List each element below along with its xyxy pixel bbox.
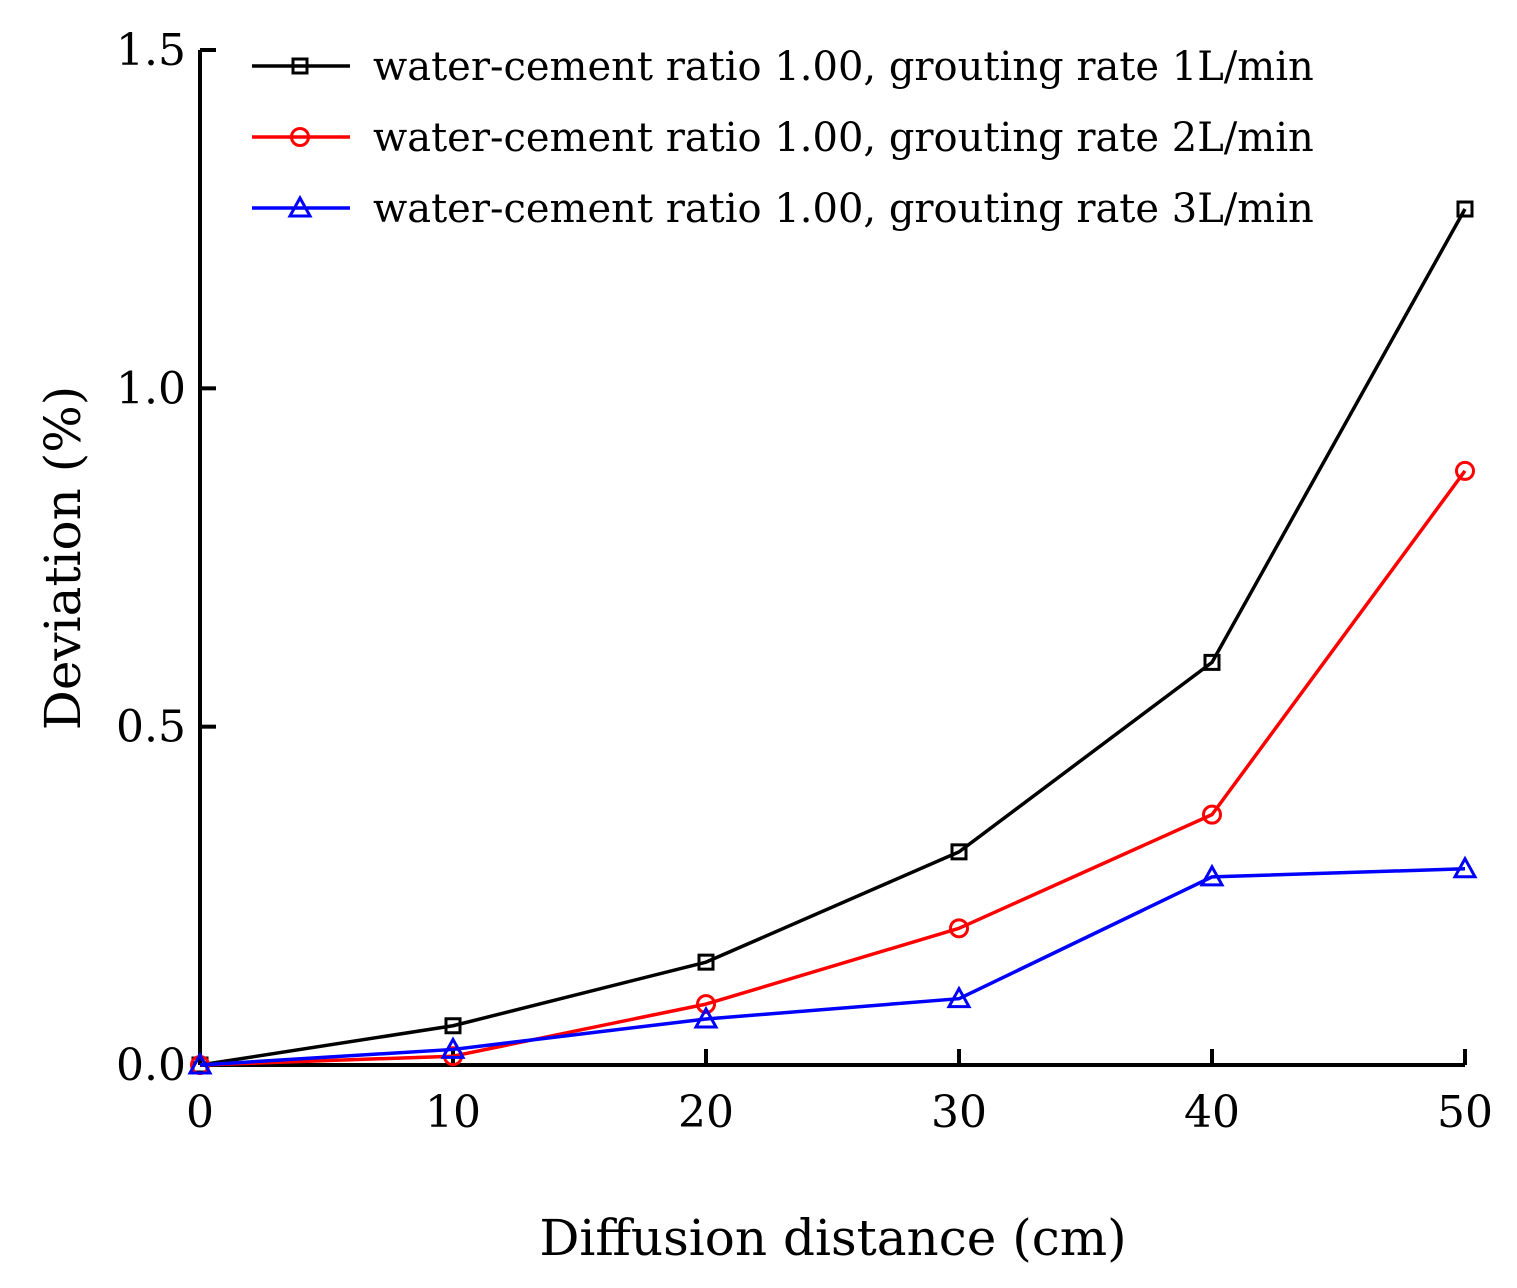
- series-3-point: [1452, 855, 1478, 879]
- series-2-point: [1202, 804, 1222, 825]
- series-3-point: [693, 1005, 719, 1029]
- legend: water-cement ratio 1.00, grouting rate 1…: [252, 44, 1314, 232]
- x-tick-label: 40: [1184, 1087, 1240, 1138]
- series-2-point: [949, 918, 969, 939]
- series-2-line: [199, 469, 1467, 1067]
- axes: 0.0 0.5 1.0 1.5 0 10 20 30 40 50: [116, 25, 1493, 1138]
- x-tick-label: 0: [186, 1087, 214, 1138]
- series-3-point: [440, 1036, 466, 1059]
- series-1-point: [444, 1017, 462, 1035]
- legend-label: water-cement ratio 1.00, grouting rate 3…: [373, 186, 1314, 232]
- series-layer: [187, 200, 1478, 1075]
- y-axis-title: Deviation (%): [34, 386, 92, 731]
- series-2-point: [696, 994, 716, 1015]
- series-1-point: [697, 953, 715, 971]
- y-tick-label: 0.0: [116, 1040, 186, 1091]
- series-3-line: [199, 867, 1466, 1067]
- series-1-point: [1203, 653, 1221, 671]
- series-1: [191, 200, 1474, 1074]
- legend-label: water-cement ratio 1.00, grouting rate 2…: [373, 115, 1314, 161]
- legend-marker: [291, 57, 309, 75]
- legend-item-1: water-cement ratio 1.00, grouting rate 1…: [252, 44, 1314, 90]
- x-tick-label: 20: [678, 1087, 734, 1138]
- x-tick-label: 50: [1437, 1087, 1493, 1138]
- series-1-line: [199, 208, 1467, 1067]
- legend-item-3: water-cement ratio 1.00, grouting rate 3…: [252, 186, 1314, 232]
- series-1-point: [950, 843, 968, 861]
- y-tick-label: 0.5: [116, 702, 186, 753]
- series-3-point: [187, 1051, 213, 1075]
- legend-marker: [287, 194, 313, 218]
- series-3: [187, 855, 1478, 1075]
- x-tick-label: 10: [425, 1087, 481, 1138]
- x-tick-label: 30: [931, 1087, 987, 1138]
- series-2: [190, 460, 1475, 1075]
- series-1-point: [1456, 200, 1474, 218]
- series-3-point: [1199, 863, 1225, 887]
- legend-marker: [290, 127, 310, 147]
- series-2-point: [1455, 460, 1475, 481]
- x-axis-title: Diffusion distance (cm): [539, 1209, 1126, 1267]
- series-3-point: [946, 985, 972, 1009]
- y-tick-label: 1.5: [116, 25, 186, 76]
- legend-item-2: water-cement ratio 1.00, grouting rate 2…: [252, 115, 1314, 161]
- y-tick-label: 1.0: [116, 363, 186, 414]
- legend-label: water-cement ratio 1.00, grouting rate 1…: [373, 44, 1314, 90]
